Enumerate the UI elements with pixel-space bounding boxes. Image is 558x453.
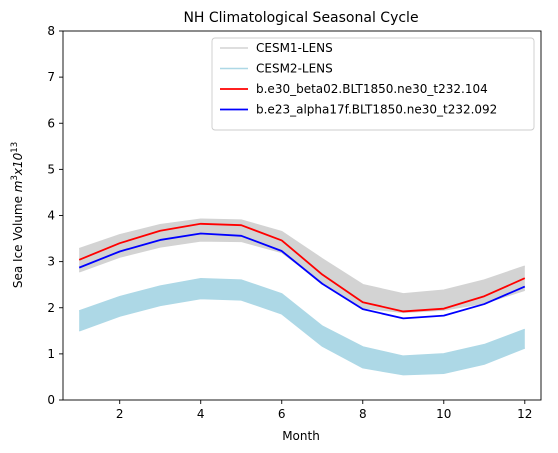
legend: CESM1-LENS CESM2-LENS b.e30_beta02.BLT1850…: [211, 37, 535, 131]
y-tick-label: 3: [47, 255, 55, 269]
x-axis-label: Month: [282, 429, 320, 443]
legend-label: CESM1-LENS: [256, 41, 333, 55]
series-line-0: [78, 222, 526, 313]
y-axis-label: Sea Ice Volume m3x1013: [10, 142, 25, 288]
x-tick-label: 2: [116, 407, 124, 421]
x-tick-label: 12: [517, 407, 532, 421]
band-1-fill: [79, 278, 525, 375]
y-tick-label: 0: [47, 393, 55, 407]
y-tick-label: 8: [47, 24, 55, 38]
band-1-lower-line: [78, 297, 526, 376]
x-tick-label: 4: [197, 407, 205, 421]
series-line-1: [78, 232, 526, 320]
chart-title: NH Climatological Seasonal Cycle: [183, 10, 418, 26]
confidence-bands: [78, 218, 526, 376]
band-0-upper-line: [78, 218, 526, 295]
legend-label: b.e23_alpha17f.BLT1850.ne30_t232.092: [256, 103, 497, 117]
y-tick-label: 1: [47, 347, 55, 361]
x-tick-label: 8: [359, 407, 367, 421]
x-tick-label: 10: [436, 407, 451, 421]
legend-label: b.e30_beta02.BLT1850.ne30_t232.104: [256, 82, 488, 96]
legend-label: CESM2-LENS: [256, 62, 333, 76]
y-tick-label: 5: [47, 162, 55, 176]
legend-box: [211, 37, 535, 131]
band-1-upper-line: [78, 277, 526, 357]
y-tick-label: 7: [47, 70, 55, 84]
band-0-fill: [79, 219, 525, 313]
y-tick-label: 2: [47, 301, 55, 315]
y-tick-label: 6: [47, 116, 55, 130]
x-tick-label: 6: [278, 407, 286, 421]
y-tick-label: 4: [47, 209, 55, 223]
data-lines: [78, 222, 526, 320]
